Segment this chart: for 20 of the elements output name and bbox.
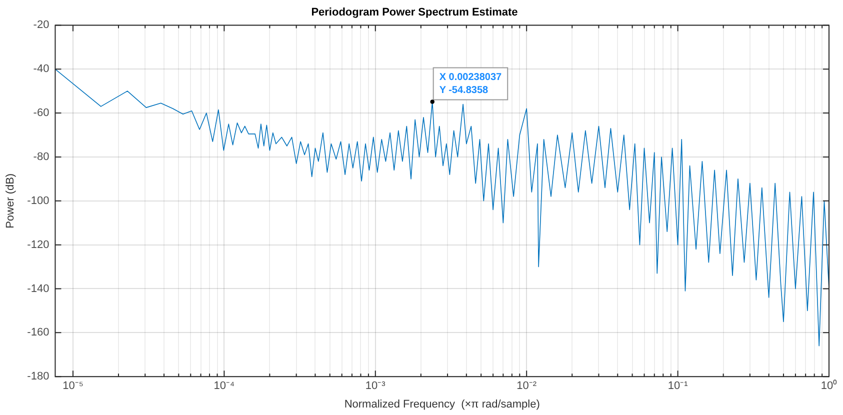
y-tick-label: -160 [27,326,50,339]
x-tick-label: 10⁻⁵ [62,380,84,392]
x-tick-label: 10⁰ [820,379,838,392]
x-tick-label: 10⁻² [516,380,537,392]
annotation: Y -54.8358 [439,84,489,96]
y-tick-label: -140 [27,282,50,295]
x-tick-label: 10⁻¹ [668,380,688,392]
y-axis-title: Power (dB) [4,173,17,228]
chart-title: Periodogram Power Spectrum Estimate [311,6,518,19]
y-tick-label: -100 [27,194,50,207]
y-tick-label: -40 [33,63,50,76]
x-tick-label: 10⁻³ [365,380,386,392]
y-tick-label: -120 [27,238,50,251]
x-tick-label: 10⁻⁴ [214,380,235,392]
y-tick-label: -60 [33,107,50,120]
x-axis-title: Normalized Frequency (×π rad/sample) [344,398,540,410]
y-tick-label: -80 [33,151,50,164]
annotation: X 0.00238037 [439,72,502,83]
y-tick-label: -20 [33,19,50,32]
y-tick-label: -180 [27,370,50,383]
